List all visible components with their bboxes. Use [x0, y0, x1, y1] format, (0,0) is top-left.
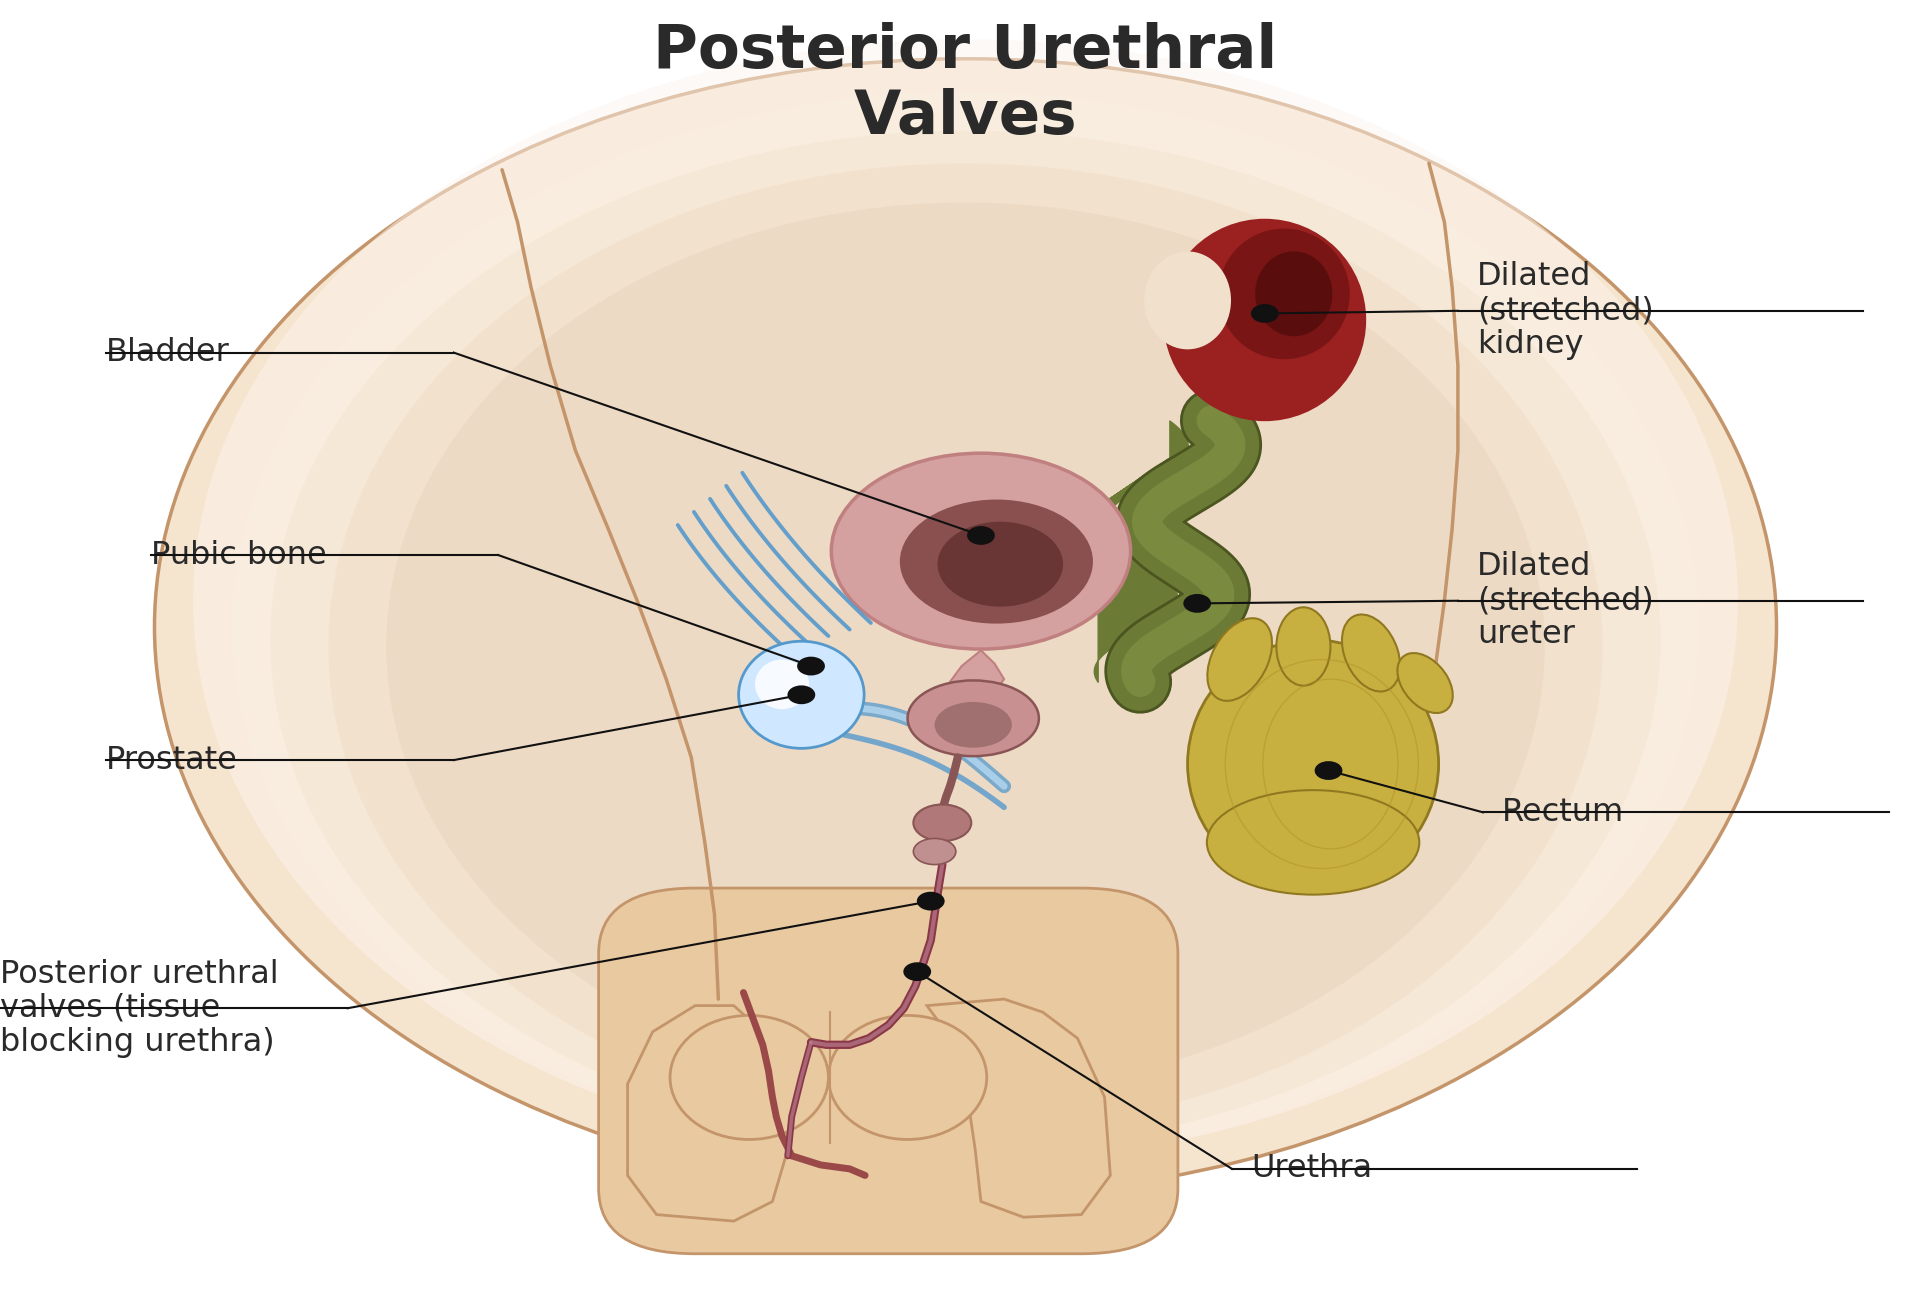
Ellipse shape — [1187, 640, 1438, 888]
Text: Rectum: Rectum — [1502, 797, 1623, 828]
Circle shape — [967, 526, 994, 545]
Ellipse shape — [1254, 251, 1332, 337]
Ellipse shape — [1341, 615, 1399, 691]
Ellipse shape — [1162, 219, 1366, 421]
Text: Posterior urethral
valves (tissue
blocking urethra): Posterior urethral valves (tissue blocki… — [0, 959, 278, 1058]
Ellipse shape — [328, 163, 1602, 1130]
Ellipse shape — [1206, 790, 1419, 895]
Ellipse shape — [386, 202, 1544, 1091]
Circle shape — [797, 657, 824, 675]
Text: Bladder: Bladder — [106, 337, 230, 368]
Text: Posterior Urethral
Valves: Posterior Urethral Valves — [652, 22, 1278, 148]
Ellipse shape — [737, 641, 865, 748]
Ellipse shape — [907, 680, 1038, 756]
Text: Dilated
(stretched)
ureter: Dilated (stretched) ureter — [1476, 551, 1654, 650]
Ellipse shape — [1143, 251, 1231, 349]
Ellipse shape — [270, 131, 1660, 1149]
Ellipse shape — [934, 703, 1011, 747]
Polygon shape — [950, 650, 1004, 692]
Circle shape — [787, 686, 814, 704]
Text: Urethra: Urethra — [1251, 1153, 1372, 1185]
Polygon shape — [926, 999, 1110, 1217]
Ellipse shape — [154, 59, 1776, 1195]
Ellipse shape — [899, 500, 1092, 624]
Ellipse shape — [832, 453, 1129, 649]
FancyBboxPatch shape — [598, 888, 1177, 1254]
Text: Prostate: Prostate — [106, 744, 237, 776]
Ellipse shape — [1276, 607, 1330, 686]
Polygon shape — [627, 1006, 787, 1221]
Ellipse shape — [1218, 229, 1349, 359]
Ellipse shape — [1206, 618, 1272, 701]
Ellipse shape — [670, 1016, 828, 1139]
Ellipse shape — [828, 1016, 986, 1139]
Circle shape — [903, 963, 930, 981]
Ellipse shape — [1397, 653, 1451, 713]
Ellipse shape — [913, 838, 955, 865]
Ellipse shape — [232, 91, 1698, 1162]
Ellipse shape — [755, 660, 809, 709]
Text: Dilated
(stretched)
kidney: Dilated (stretched) kidney — [1476, 261, 1654, 360]
Circle shape — [917, 892, 944, 910]
Circle shape — [1314, 761, 1341, 780]
Circle shape — [1183, 594, 1210, 613]
Ellipse shape — [193, 39, 1737, 1162]
Ellipse shape — [913, 804, 971, 841]
Circle shape — [1251, 304, 1278, 323]
Ellipse shape — [938, 522, 1063, 607]
Text: Pubic bone: Pubic bone — [151, 539, 326, 571]
